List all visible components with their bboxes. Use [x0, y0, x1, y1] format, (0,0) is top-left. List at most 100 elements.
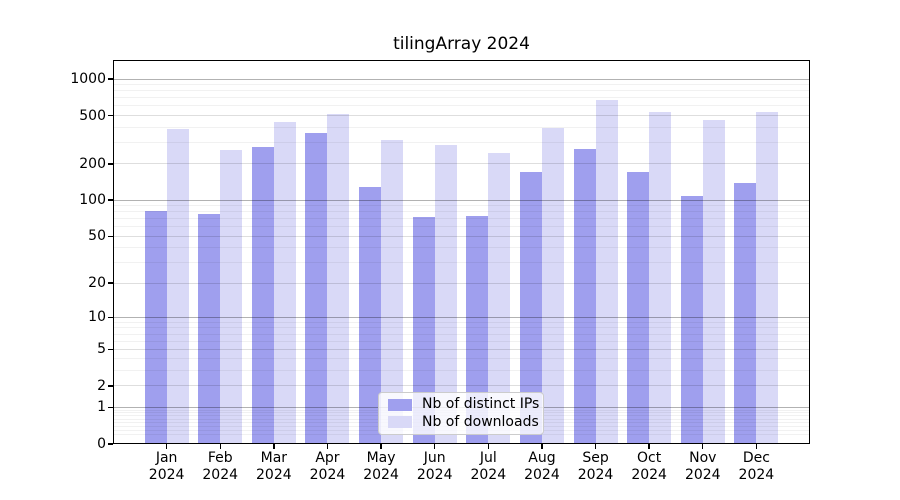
y-tick-label: 1000 [70, 71, 106, 87]
x-tick-label: Oct 2024 [631, 450, 667, 483]
legend-item-downloads: Nb of downloads [388, 414, 539, 430]
x-tick-mark [433, 444, 436, 449]
x-tick-label: Jun 2024 [416, 450, 453, 483]
gridline [113, 226, 810, 228]
gridline [113, 218, 810, 220]
gridline [113, 282, 810, 284]
gridline [113, 90, 810, 92]
x-tick-label: Apr 2024 [309, 450, 346, 483]
bar-distinct-ips [198, 213, 221, 444]
bar-distinct-ips [359, 187, 382, 444]
gridline [113, 235, 810, 237]
x-tick-mark [326, 444, 329, 449]
gridline [113, 105, 810, 107]
x-tick-mark [487, 444, 489, 449]
bar-distinct-ips [627, 171, 650, 444]
x-tick-mark [380, 444, 382, 449]
y-tick-label: 50 [88, 228, 106, 245]
x-tick-label: Aug 2024 [524, 450, 560, 483]
gridline [113, 327, 810, 329]
y-tick-label: 500 [79, 107, 106, 124]
y-tick-label: 200 [79, 155, 106, 172]
bar-downloads [488, 152, 511, 444]
bar-downloads [756, 112, 779, 444]
bar-downloads [434, 145, 457, 444]
bar-downloads [381, 140, 404, 444]
gridline [113, 247, 810, 249]
y-tick-label: 0 [97, 436, 106, 452]
legend-swatch-downloads-icon [388, 416, 412, 429]
x-tick-label: Feb 2024 [202, 450, 239, 483]
gridline [113, 370, 810, 372]
bar-distinct-ips [144, 211, 167, 444]
gridline [113, 205, 810, 207]
legend-label-distinct-ips: Nb of distinct IPs [422, 396, 540, 413]
bar-downloads [702, 119, 725, 444]
y-tick-mark [108, 406, 113, 409]
y-tick-mark [108, 78, 113, 80]
x-tick-label: Nov 2024 [684, 450, 721, 483]
gridline [113, 141, 810, 143]
y-tick-mark [108, 316, 113, 318]
bar-distinct-ips [305, 133, 328, 444]
bar-downloads [541, 127, 564, 444]
x-tick-label: Mar 2024 [256, 450, 292, 483]
y-tick-mark [108, 163, 113, 165]
bar-distinct-ips [466, 215, 489, 444]
bar-distinct-ips [251, 147, 274, 444]
gridline [113, 115, 810, 117]
y-tick-mark [108, 282, 113, 284]
legend-swatch-distinct-ips-icon [388, 398, 412, 411]
legend-label-downloads: Nb of downloads [422, 413, 539, 430]
plot-area [113, 60, 810, 444]
bar-downloads [327, 114, 350, 444]
gridline [113, 348, 810, 350]
gridline [113, 358, 810, 360]
y-tick-label: 2 [97, 377, 106, 394]
y-tick-mark [108, 385, 113, 387]
gridline [113, 84, 810, 86]
x-tick-mark [273, 444, 275, 449]
bar-distinct-ips [412, 217, 435, 444]
y-tick-mark [108, 235, 113, 237]
gridline [113, 163, 810, 165]
x-tick-mark [541, 444, 543, 449]
gridline [113, 78, 810, 80]
y-tick-label: 1 [97, 399, 106, 416]
y-tick-label: 5 [97, 341, 106, 358]
x-tick-mark [594, 444, 597, 449]
x-tick-label: Jul 2024 [470, 450, 507, 483]
gridline [113, 333, 810, 335]
gridline [113, 199, 810, 201]
gridline [113, 321, 810, 323]
x-tick-label: Jan 2024 [148, 450, 185, 483]
x-tick-label: Sep 2024 [577, 450, 614, 483]
chart-title: tilingArray 2024 [393, 34, 530, 54]
gridline [113, 340, 810, 342]
bar-downloads [649, 112, 672, 444]
gridline [113, 126, 810, 128]
x-tick-label: May 2024 [363, 450, 399, 483]
bar-distinct-ips [573, 148, 596, 444]
y-tick-mark [108, 199, 113, 201]
bar-downloads [166, 129, 189, 444]
legend-item-distinct-ips: Nb of distinct IPs [388, 397, 539, 412]
gridline [113, 316, 810, 318]
bar-downloads [595, 99, 618, 444]
y-tick-label: 100 [79, 192, 106, 209]
gridline [113, 211, 810, 213]
x-tick-mark [755, 444, 758, 449]
gridline [113, 262, 810, 264]
bar-distinct-ips [680, 196, 703, 444]
bar-downloads [220, 150, 243, 444]
bar-distinct-ips [519, 171, 542, 444]
x-tick-mark [165, 444, 168, 449]
y-tick-mark [108, 114, 113, 117]
x-tick-mark [648, 444, 650, 449]
y-tick-mark [108, 348, 113, 351]
gridline [113, 385, 810, 387]
y-tick-mark [108, 443, 113, 445]
bar-downloads [273, 122, 296, 444]
x-tick-label: Dec 2024 [738, 450, 775, 483]
